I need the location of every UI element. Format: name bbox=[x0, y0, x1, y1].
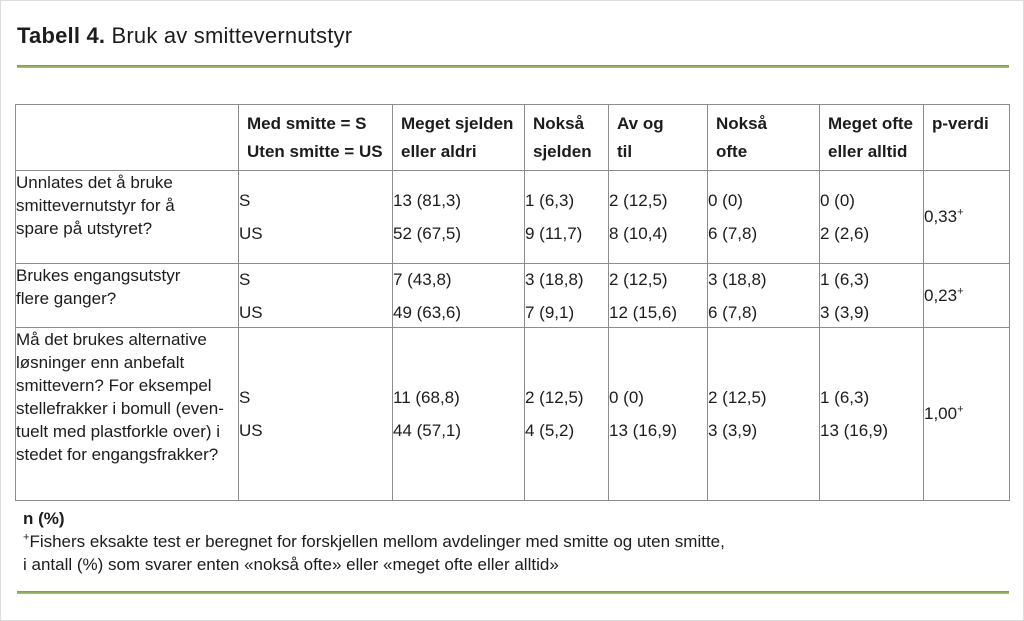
value-s: 7 (43,8) bbox=[393, 269, 452, 289]
value-us: 13 (16,9) bbox=[609, 421, 678, 440]
value-s: 11 (68,8) bbox=[393, 388, 460, 407]
value-s: 13 (81,3) bbox=[393, 191, 462, 210]
table-footnotes: n (%) +Fishers eksakte test er beregnet … bbox=[23, 507, 725, 576]
value-cell: 2 (12,5) 12 (15,6) bbox=[608, 263, 708, 328]
value-s: 2 (12,5) bbox=[525, 388, 584, 407]
p-value: 1,00 bbox=[924, 404, 958, 423]
value-s: 1 (6,3) bbox=[820, 269, 870, 289]
smittevernutstyr-table: Med smitte = S Uten smitte = US Meget sj… bbox=[15, 104, 1010, 501]
group-label-us: US bbox=[239, 421, 263, 440]
p-value-cell: 1,00+ bbox=[923, 327, 1010, 501]
group-label-s: S bbox=[239, 191, 251, 210]
p-value-cell: 0,33+ bbox=[923, 170, 1010, 264]
p-value: 0,23 bbox=[924, 285, 958, 305]
value-us: 8 (10,4) bbox=[609, 224, 668, 243]
footnote-marker: + bbox=[957, 284, 964, 297]
table-row: Brukes engangsutstyr flere ganger? S US … bbox=[15, 263, 1010, 328]
value-us: 52 (67,5) bbox=[393, 224, 462, 243]
value-s: 1 (6,3) bbox=[820, 388, 870, 407]
table-title-text: Bruk av smittevernutstyr bbox=[111, 23, 353, 48]
table-header-row: Med smitte = S Uten smitte = US Meget sj… bbox=[15, 104, 1010, 171]
value-cell: 1 (6,3) 3 (3,9) bbox=[819, 263, 924, 328]
group-label-s: S bbox=[239, 388, 251, 407]
value-s: 3 (18,8) bbox=[708, 269, 767, 289]
value-us: 2 (2,6) bbox=[820, 224, 870, 243]
group-label-s: S bbox=[239, 269, 251, 289]
value-s: 2 (12,5) bbox=[609, 269, 668, 289]
value-s: 3 (18,8) bbox=[525, 269, 584, 289]
value-us: 6 (7,8) bbox=[708, 224, 758, 243]
value-s: 2 (12,5) bbox=[609, 191, 668, 210]
value-us: 44 (57,1) bbox=[393, 421, 462, 440]
footnote-marker: + bbox=[957, 206, 964, 219]
group-label-us: US bbox=[239, 302, 263, 322]
group-label-cell: S US bbox=[238, 170, 393, 264]
value-us: 3 (3,9) bbox=[708, 421, 758, 440]
group-label-us: US bbox=[239, 224, 263, 243]
column-header-noksa-sjelden: Nokså sjelden bbox=[524, 104, 609, 171]
value-cell: 1 (6,3) 9 (11,7) bbox=[524, 170, 609, 264]
bottom-divider-rule bbox=[17, 591, 1009, 594]
column-header-empty bbox=[15, 104, 239, 171]
value-us: 4 (5,2) bbox=[525, 421, 575, 440]
p-value-cell: 0,23+ bbox=[923, 263, 1010, 328]
table-row: Må det brukes alternative løsninger enn … bbox=[15, 327, 1010, 501]
footnote-n-percent: n (%) bbox=[23, 509, 65, 528]
value-cell: 0 (0) 2 (2,6) bbox=[819, 170, 924, 264]
top-divider-rule bbox=[17, 65, 1009, 68]
value-cell: 3 (18,8) 6 (7,8) bbox=[707, 263, 820, 328]
value-s: 0 (0) bbox=[609, 388, 644, 407]
value-s: 2 (12,5) bbox=[708, 388, 767, 407]
value-cell: 11 (68,8) 44 (57,1) bbox=[392, 327, 525, 501]
column-header-meget-sjelden: Meget sjelden eller aldri bbox=[392, 104, 525, 171]
value-us: 7 (9,1) bbox=[525, 302, 575, 322]
value-cell: 7 (43,8) 49 (63,6) bbox=[392, 263, 525, 328]
question-cell: Unnlates det å bruke smittevernutstyr fo… bbox=[15, 170, 239, 264]
table-row: Unnlates det å bruke smittevernutstyr fo… bbox=[15, 170, 1010, 264]
value-cell: 0 (0) 6 (7,8) bbox=[707, 170, 820, 264]
value-cell: 0 (0) 13 (16,9) bbox=[608, 327, 708, 501]
value-cell: 2 (12,5) 3 (3,9) bbox=[707, 327, 820, 501]
value-s: 0 (0) bbox=[820, 191, 855, 210]
value-us: 6 (7,8) bbox=[708, 302, 758, 322]
value-us: 9 (11,7) bbox=[525, 224, 583, 243]
footnote-fishers-line1: Fishers eksakte test er beregnet for for… bbox=[29, 532, 725, 551]
value-s: 0 (0) bbox=[708, 191, 743, 210]
p-value: 0,33 bbox=[924, 207, 958, 226]
value-s: 1 (6,3) bbox=[525, 191, 575, 210]
footnote-marker: + bbox=[23, 531, 30, 544]
column-header-p-verdi: p-verdi bbox=[923, 104, 1010, 171]
footnote-fishers-test: +Fishers eksakte test er beregnet for fo… bbox=[23, 530, 725, 553]
value-us: 13 (16,9) bbox=[820, 421, 889, 440]
column-header-meget-ofte: Meget ofte eller alltid bbox=[819, 104, 924, 171]
value-cell: 13 (81,3) 52 (67,5) bbox=[392, 170, 525, 264]
value-us: 12 (15,6) bbox=[609, 302, 678, 322]
value-cell: 1 (6,3) 13 (16,9) bbox=[819, 327, 924, 501]
value-us: 49 (63,6) bbox=[393, 302, 462, 322]
group-label-cell: S US bbox=[238, 263, 393, 328]
question-cell: Må det brukes alternative løsninger enn … bbox=[15, 327, 239, 501]
page-title: Tabell 4. Bruk av smittevernutstyr bbox=[17, 23, 352, 49]
value-cell: 3 (18,8) 7 (9,1) bbox=[524, 263, 609, 328]
value-us: 3 (3,9) bbox=[820, 302, 870, 322]
footnote-marker: + bbox=[957, 403, 964, 416]
column-header-av-og-til: Av og til bbox=[608, 104, 708, 171]
footnote-fishers-line2: i antall (%) som svarer enten «nokså oft… bbox=[23, 555, 559, 574]
column-header-noksa-ofte: Nokså ofte bbox=[707, 104, 820, 171]
group-label-cell: S US bbox=[238, 327, 393, 501]
question-cell: Brukes engangsutstyr flere ganger? bbox=[15, 263, 239, 328]
column-header-group-legend: Med smitte = S Uten smitte = US bbox=[238, 104, 393, 171]
value-cell: 2 (12,5) 4 (5,2) bbox=[524, 327, 609, 501]
table-number-label: Tabell 4. bbox=[17, 23, 106, 48]
value-cell: 2 (12,5) 8 (10,4) bbox=[608, 170, 708, 264]
